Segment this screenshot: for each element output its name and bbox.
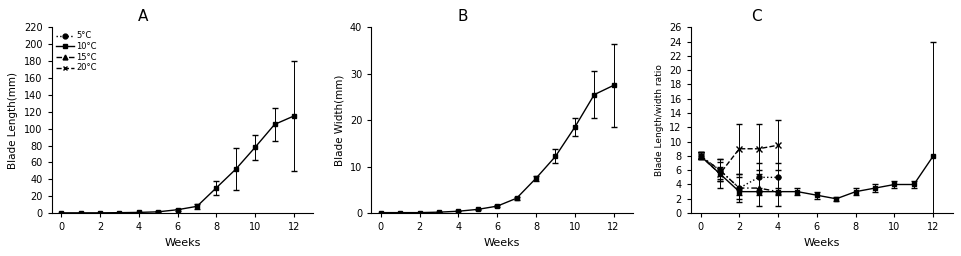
- Y-axis label: Blade Length/width ratio: Blade Length/width ratio: [654, 64, 664, 176]
- Legend: 5°C, 10°C, 15°C, 20°C: 5°C, 10°C, 15°C, 20°C: [54, 30, 99, 74]
- X-axis label: Weeks: Weeks: [803, 238, 840, 248]
- Y-axis label: Blade Length(mm): Blade Length(mm): [9, 72, 18, 169]
- Text: A: A: [138, 8, 148, 24]
- Text: C: C: [751, 8, 762, 24]
- Y-axis label: Blade Width(mm): Blade Width(mm): [334, 74, 344, 166]
- X-axis label: Weeks: Weeks: [484, 238, 520, 248]
- X-axis label: Weeks: Weeks: [164, 238, 201, 248]
- Text: B: B: [457, 8, 468, 24]
